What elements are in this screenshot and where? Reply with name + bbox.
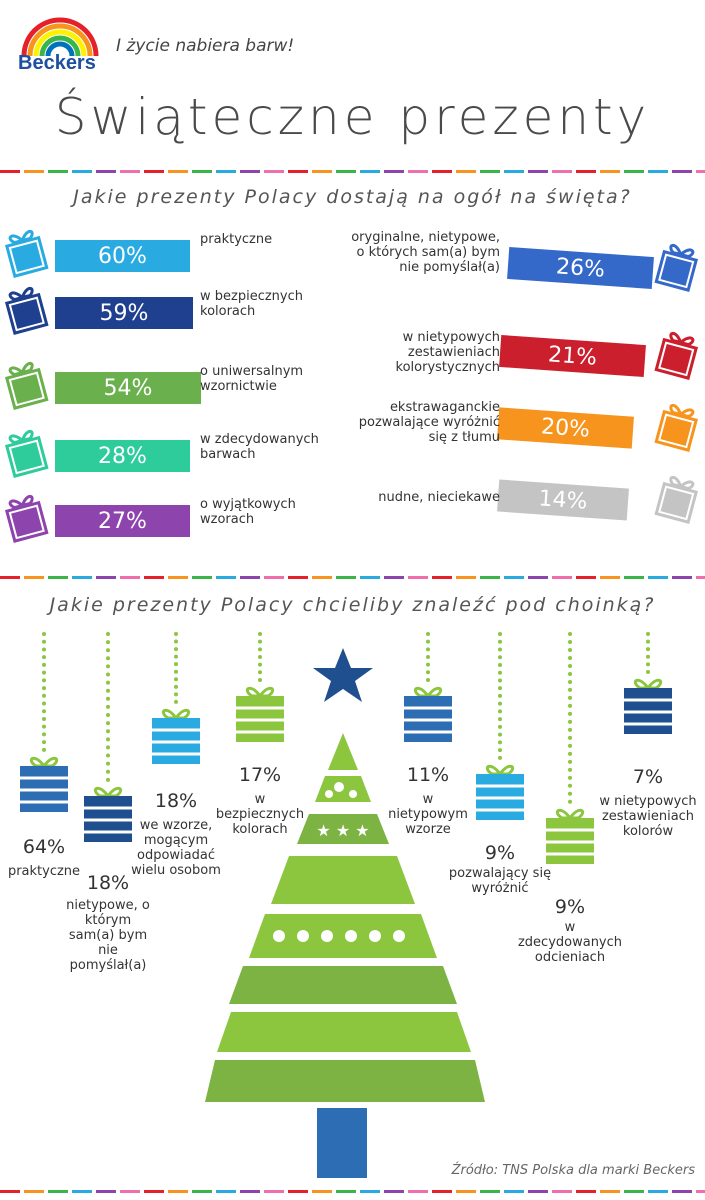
tagline: I życie nabiera barw! bbox=[116, 36, 295, 56]
ornament-percent: 64% bbox=[22, 836, 66, 858]
gift-right-1 bbox=[649, 237, 705, 299]
bar-left-3: 54% bbox=[55, 372, 201, 404]
bar-left-2: 59% bbox=[55, 297, 193, 329]
ornament-label: we wzorze, mogącym odpowiadać wielu osob… bbox=[131, 818, 221, 878]
gift-left-3 bbox=[0, 355, 54, 417]
ornament-string bbox=[258, 632, 262, 682]
ornament-string bbox=[174, 632, 178, 704]
ornament-percent: 7% bbox=[632, 766, 664, 788]
ornament-percent: 9% bbox=[484, 842, 516, 864]
christmas-tree-icon: ★ ★ ★ bbox=[205, 648, 485, 1178]
gift-icon bbox=[4, 361, 49, 410]
question-2: Jakie prezenty Polacy chcieliby znaleźć … bbox=[49, 594, 656, 616]
divider-bottom bbox=[0, 1190, 705, 1193]
bar-left-4: 28% bbox=[55, 440, 190, 472]
ornament-label: w nietypowych zestawieniach kolorów bbox=[599, 794, 697, 839]
gift-right-3 bbox=[649, 397, 705, 459]
ornament-gift-1 bbox=[18, 752, 70, 818]
bar-left-label: w bezpiecznych kolorach bbox=[200, 289, 303, 319]
gift-icon bbox=[546, 808, 594, 864]
gift-icon bbox=[152, 708, 200, 764]
ornament-label: praktyczne bbox=[7, 864, 81, 879]
ornament-gift-6 bbox=[474, 760, 526, 826]
ornament-percent: 11% bbox=[406, 764, 450, 786]
question-1: Jakie prezenty Polacy dostają na ogół na… bbox=[73, 186, 632, 208]
bar-right-label: w nietypowych zestawieniach kolorystyczn… bbox=[395, 330, 500, 375]
ornament-label: nietypowe, o którym sam(a) bym nie pomyś… bbox=[66, 898, 150, 973]
ornament-gift-7 bbox=[544, 804, 596, 870]
bar-right-1: 26% bbox=[507, 246, 654, 290]
gift-icon bbox=[624, 678, 672, 734]
gift-icon bbox=[4, 429, 49, 478]
gift-icon bbox=[654, 331, 699, 380]
gift-icon bbox=[4, 286, 49, 335]
ornament-percent: 9% bbox=[554, 896, 586, 918]
divider-middle bbox=[0, 576, 705, 579]
rainbow-icon bbox=[21, 17, 99, 57]
gift-icon bbox=[20, 756, 68, 812]
gift-left-1 bbox=[0, 223, 54, 285]
bar-left-5: 27% bbox=[55, 505, 190, 537]
ornament-string bbox=[568, 632, 572, 804]
ornament-label: w zdecydowanych odcieniach bbox=[517, 920, 623, 965]
gift-icon bbox=[404, 686, 452, 742]
ornament-gift-8 bbox=[622, 674, 674, 740]
divider-top bbox=[0, 170, 705, 173]
svg-text:★ ★ ★: ★ ★ ★ bbox=[316, 821, 369, 840]
gift-icon bbox=[4, 494, 49, 543]
ornament-gift-5 bbox=[402, 682, 454, 748]
page-title: Świąteczne prezenty bbox=[54, 88, 651, 146]
ornament-string bbox=[426, 632, 430, 682]
gift-left-4 bbox=[0, 423, 54, 485]
bar-left-1: 60% bbox=[55, 240, 190, 272]
ornament-label: w bezpiecznych kolorach bbox=[215, 792, 305, 837]
ornament-label: w nietypowym wzorze bbox=[388, 792, 468, 837]
bar-left-label: praktyczne bbox=[200, 232, 273, 247]
ornament-string bbox=[498, 632, 502, 760]
gift-icon bbox=[4, 229, 49, 278]
gift-right-2 bbox=[649, 325, 705, 387]
bar-right-label: nudne, nieciekawe bbox=[378, 490, 500, 505]
ornament-percent: 18% bbox=[154, 790, 198, 812]
bar-right-label: oryginalne, nietypowe, o których sam(a) … bbox=[351, 230, 500, 275]
bar-right-3: 20% bbox=[497, 407, 634, 449]
bar-left-label: w zdecydowanych barwach bbox=[200, 432, 319, 462]
ornament-string bbox=[42, 632, 46, 752]
ornament-string bbox=[106, 632, 110, 782]
ornament-percent: 18% bbox=[86, 872, 130, 894]
brand-logo: Beckers bbox=[18, 14, 103, 76]
ornament-gift-4 bbox=[234, 682, 286, 748]
ornament-gift-3 bbox=[150, 704, 202, 770]
bar-right-2: 21% bbox=[499, 334, 646, 378]
ornament-label: pozwalający się wyróżnić bbox=[448, 866, 552, 896]
gift-icon bbox=[654, 403, 699, 452]
gift-icon bbox=[654, 475, 699, 524]
bar-left-label: o uniwersalnym wzornictwie bbox=[200, 364, 304, 394]
ornament-string bbox=[646, 632, 650, 674]
gift-icon bbox=[654, 243, 699, 292]
gift-icon bbox=[476, 764, 524, 820]
bar-right-4: 14% bbox=[497, 479, 629, 521]
bar-right-label: ekstrawaganckie pozwalające wyróżnić się… bbox=[358, 400, 500, 445]
bar-left-label: o wyjątkowych wzorach bbox=[200, 497, 296, 527]
ornament-percent: 17% bbox=[238, 764, 282, 786]
gift-icon bbox=[84, 786, 132, 842]
gift-left-2 bbox=[0, 280, 54, 342]
brand-name: Beckers bbox=[18, 52, 96, 74]
source-note: Źródło: TNS Polska dla marki Beckers bbox=[451, 1163, 695, 1178]
ornament-gift-2 bbox=[82, 782, 134, 848]
gift-icon bbox=[236, 686, 284, 742]
gift-right-4 bbox=[649, 469, 705, 531]
gift-left-5 bbox=[0, 488, 54, 550]
